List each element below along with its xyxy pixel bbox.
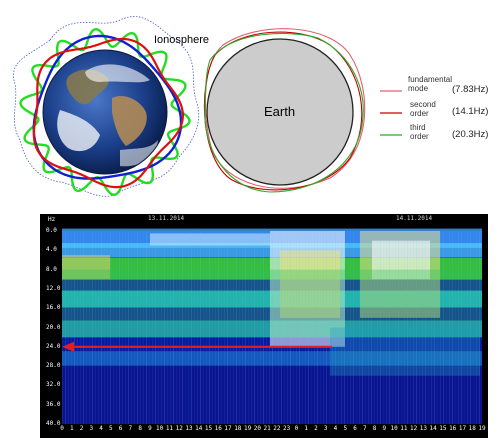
y-tick-label: 24.0 [46,342,61,350]
earth-label: Earth [264,104,296,119]
x-tick-label: 8 [372,425,377,432]
legend-label-second: second order [410,100,436,118]
x-tick-label: 18 [234,425,242,432]
y-unit-label: Hz [48,216,56,223]
y-tick-label: 40.0 [46,420,61,427]
x-tick-label: 3 [323,425,328,432]
x-tick-label: 19 [478,425,486,432]
x-tick-label: 4 [99,425,103,432]
x-tick-label: 1 [69,425,74,432]
x-tick-label: 18 [468,425,476,432]
x-tick-label: 7 [128,425,133,432]
x-tick-label: 21 [263,425,271,432]
legend-label-fundamental: fundamental mode [408,75,453,93]
x-tick-label: 2 [79,425,84,432]
date-label-2: 14.11.2014 [396,215,433,222]
x-tick-label: 13 [185,425,193,432]
legend-freq-fundamental: (7.83Hz) [452,84,489,95]
legend-lines [380,90,402,136]
x-tick-label: 2 [314,425,318,432]
y-tick-label: 12.0 [46,284,61,292]
legend-freq-second: (14.1Hz) [452,106,489,117]
x-tick-label: 3 [89,425,94,432]
y-tick-label: 36.0 [46,400,61,408]
earth-globe [42,49,168,175]
x-tick-label: 0 [294,425,299,432]
x-tick-label: 17 [458,425,467,432]
resonance-diagram [13,16,402,197]
x-tick-label: 9 [148,425,152,432]
x-tick-label: 10 [390,425,398,432]
y-tick-label: 8.0 [46,265,57,273]
y-tick-label: 20.0 [46,323,61,331]
legend-freq-third: (20.3Hz) [452,129,489,140]
x-tick-label: 15 [204,425,213,432]
x-tick-label: 11 [165,425,174,432]
x-tick-label: 14 [195,425,203,432]
x-tick-label: 5 [109,425,113,432]
y-tick-label: 28.0 [46,362,61,370]
x-tick-label: 23 [283,425,291,432]
x-tick-label: 16 [449,425,457,432]
x-tick-label: 5 [343,425,348,432]
y-tick-label: 32.0 [46,381,61,389]
ionosphere-label: Ionosphere [154,34,210,46]
x-tick-label: 12 [175,425,183,432]
x-tick-label: 11 [400,425,408,432]
x-tick-label: 12 [410,425,418,432]
mode-diagram [203,28,366,193]
third-order-curve [204,32,364,193]
x-tick-label: 1 [304,425,308,432]
date-label-1: 13.11.2014 [148,215,185,222]
x-tick-label: 6 [353,425,357,432]
legend-label-third: third order [410,123,429,141]
earth-disk [206,38,354,186]
x-tick-label: 20 [253,425,261,432]
y-tick-label: 16.0 [46,304,61,312]
x-tick-label: 8 [138,425,142,432]
red-arrow [62,341,332,352]
x-tick-label: 6 [118,425,123,432]
y-tick-label: 0.0 [46,227,57,234]
x-tick-label: 22 [273,425,281,432]
x-tick-label: 16 [214,425,222,432]
spectrogram-image [62,228,482,424]
x-tick-label: 15 [439,425,447,432]
x-tick-label: 4 [333,425,338,432]
x-tick-label: 7 [362,425,367,432]
x-tick-label: 17 [224,425,232,432]
x-tick-label: 9 [382,425,387,432]
x-tick-label: 10 [156,425,164,432]
x-tick-label: 19 [243,425,252,432]
x-tick-label: 0 [60,425,64,432]
x-tick-label: 13 [419,425,427,432]
wave-second-order-red [32,37,184,189]
x-tick-label: 14 [429,425,437,432]
fundamental-mode-curve [204,28,366,189]
y-tick-label: 4.0 [46,246,57,254]
